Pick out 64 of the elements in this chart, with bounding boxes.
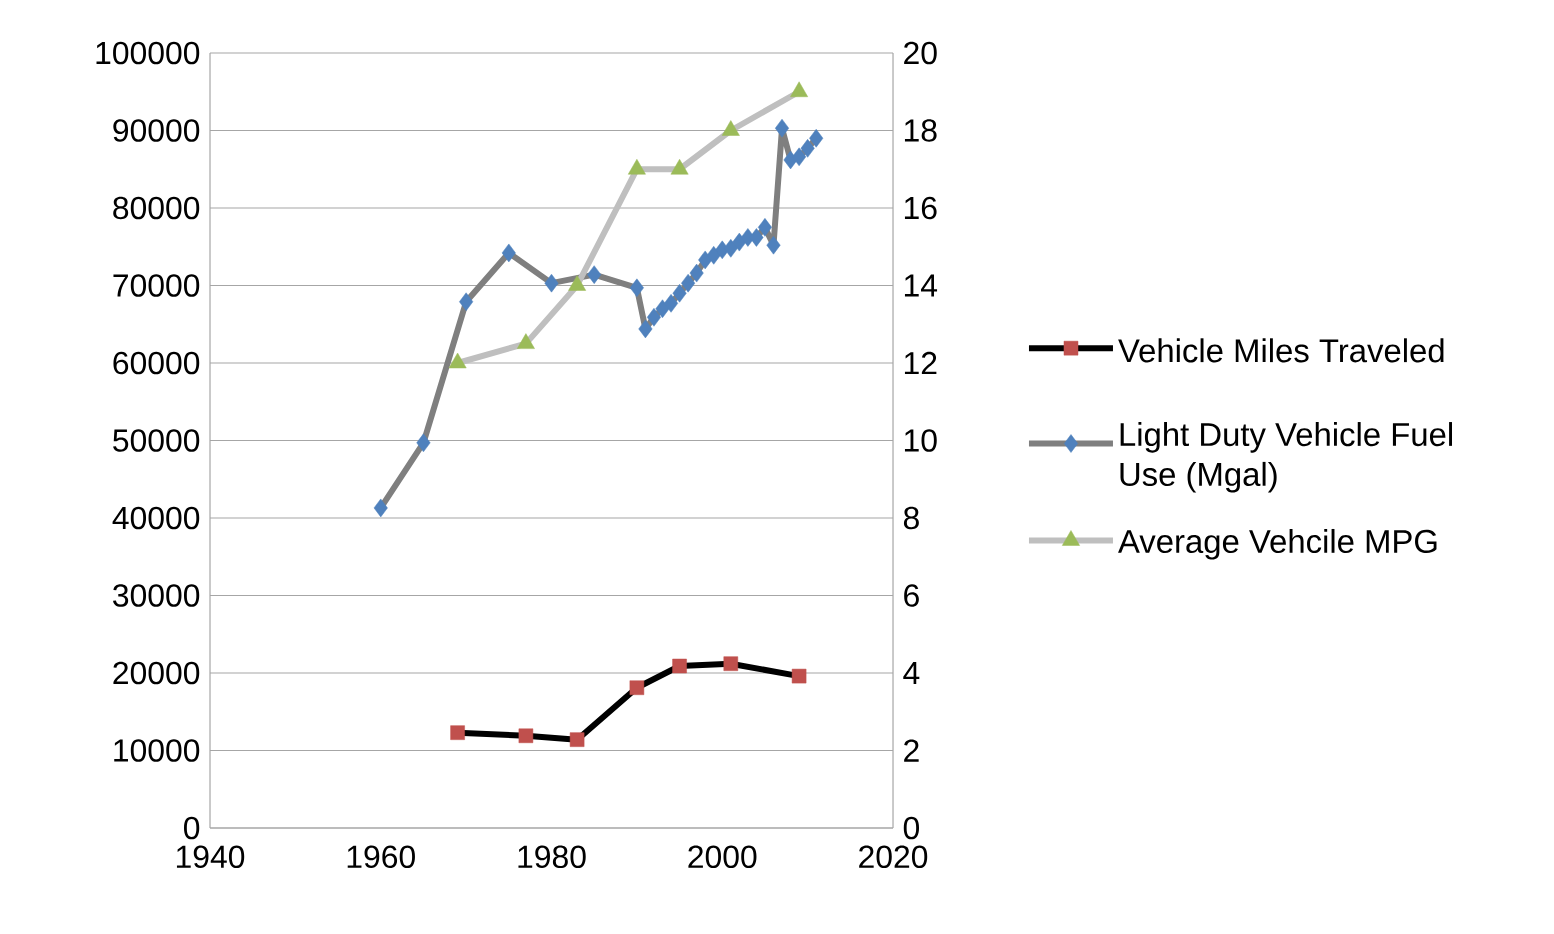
- point: [775, 118, 790, 138]
- x-tick-label: 2020: [859, 845, 928, 869]
- legend-label: Light Duty Vehicle Fuel Use (Mgal): [1120, 422, 1452, 493]
- point: [544, 273, 559, 293]
- y-tick-label: 90000: [113, 119, 200, 142]
- y2-tick-label: 6: [904, 584, 919, 607]
- point: [568, 275, 587, 291]
- point: [791, 668, 807, 684]
- point: [655, 299, 670, 318]
- point: [766, 235, 781, 255]
- y-tick-label: 10000: [114, 739, 200, 762]
- point: [638, 319, 653, 339]
- point: [501, 243, 516, 263]
- y2-tick-label: 18: [904, 119, 937, 142]
- point: [689, 263, 704, 283]
- point: [809, 128, 824, 148]
- x-tick-label: 1940: [176, 845, 245, 869]
- y-tick-label: 80000: [113, 196, 200, 220]
- y2-tick-label: 16: [904, 196, 937, 220]
- x-tick-label: 2000: [688, 845, 757, 869]
- y-tick-label: 100000: [96, 41, 200, 65]
- y-tick-label: 30000: [113, 584, 200, 607]
- point: [681, 273, 696, 293]
- y2-tick-label: 14: [904, 274, 938, 297]
- point: [664, 294, 679, 313]
- y-tick-label: 60000: [113, 351, 200, 375]
- point: [792, 147, 807, 167]
- point: [627, 158, 646, 175]
- point: [450, 725, 465, 740]
- point: [670, 158, 689, 175]
- y2-tick-label: 10: [904, 429, 937, 452]
- point: [723, 656, 739, 671]
- y2-tick-label: 2: [904, 739, 919, 762]
- point: [757, 218, 772, 237]
- x-tick-label: 1960: [347, 845, 415, 869]
- point: [672, 283, 687, 303]
- point: [516, 333, 535, 349]
- x-tick-label: 1980: [518, 845, 586, 869]
- y2-tick-label: 4: [903, 662, 920, 684]
- point: [790, 81, 809, 97]
- y2-tick-label: 0: [903, 816, 920, 840]
- y-tick-label: 40000: [112, 506, 200, 530]
- point: [373, 498, 388, 518]
- legend-label: Average Vehcile MPG: [1118, 528, 1437, 560]
- point: [459, 292, 474, 312]
- y2-tick-label: 20: [904, 41, 937, 65]
- point: [416, 433, 431, 453]
- point: [721, 120, 740, 136]
- point: [518, 728, 534, 744]
- point: [587, 265, 602, 284]
- point: [800, 139, 815, 158]
- point: [629, 680, 645, 695]
- point: [672, 658, 687, 674]
- y2-tick-label: 12: [904, 351, 937, 375]
- y-tick-label: 20000: [113, 661, 200, 685]
- y-tick-label: 50000: [113, 429, 200, 452]
- point: [629, 278, 644, 298]
- point: [448, 352, 467, 369]
- y-tick-label: 0: [184, 816, 200, 840]
- point: [569, 732, 585, 747]
- point: [646, 308, 661, 327]
- legend-label: Vehicle Miles Traveled: [1118, 338, 1444, 363]
- y-tick-label: 70000: [113, 274, 200, 297]
- y2-tick-label: 8: [903, 506, 919, 530]
